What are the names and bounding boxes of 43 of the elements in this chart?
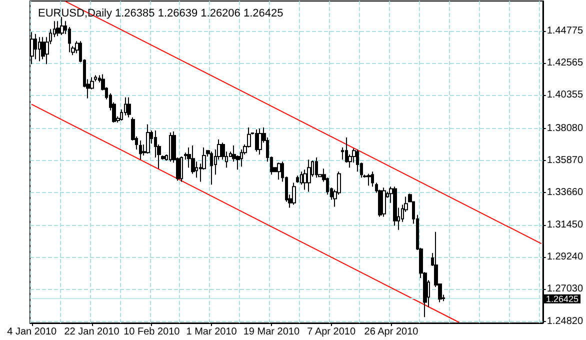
candlestick (307, 159, 311, 192)
candlestick (258, 128, 262, 156)
candlestick (345, 136, 348, 164)
x-tick-label: 1 Mar 2010 (186, 326, 238, 338)
y-tick-label: 1.38080 (546, 122, 584, 134)
y-tick-label: 1.31450 (546, 219, 584, 230)
y-tick-label: 1.40355 (546, 90, 584, 101)
y-tick-label: 1.44775 (546, 25, 584, 36)
candlestick (292, 182, 296, 206)
y-tick-label: 1.33660 (546, 187, 584, 198)
candlestick (371, 171, 374, 188)
candlestick (300, 171, 303, 186)
candlestick (210, 151, 213, 186)
candlestick (255, 128, 258, 152)
y-tick-label: 1.24820 (546, 316, 584, 327)
x-tick-label: 7 Apr 2010 (307, 326, 356, 338)
x-tick-label: 4 Jan 2010 (7, 326, 58, 338)
y-tick-label: 1.27030 (546, 284, 584, 295)
candlestick (191, 144, 195, 174)
candlestick (146, 124, 150, 154)
candlestick (56, 20, 60, 37)
candlestick (169, 132, 172, 162)
y-tick-label: 1.29240 (546, 251, 584, 262)
ref-line-label: 1.26425 (546, 294, 579, 304)
candlestick (277, 162, 281, 180)
x-tick-label: 10 Feb 2010 (124, 326, 180, 338)
candlestick (367, 173, 371, 186)
candlestick (34, 34, 37, 60)
candlestick (161, 155, 165, 160)
candlestick (127, 96, 131, 118)
candlestick (139, 140, 142, 160)
candlestick (180, 156, 183, 182)
x-tick-label: 26 Apr 2010 (364, 326, 419, 338)
candlestick (38, 36, 41, 62)
y-tick-label: 1.35870 (546, 154, 584, 166)
candlestick (296, 175, 299, 184)
x-tick-label: 22 Jan 2010 (64, 326, 120, 338)
candlestick (393, 186, 397, 226)
x-tick-label: 19 Mar 2010 (243, 326, 300, 338)
candlestick (315, 157, 318, 178)
candlestick (41, 36, 45, 60)
y-tick-label: 1.42565 (546, 58, 584, 69)
candlestick (382, 187, 386, 218)
